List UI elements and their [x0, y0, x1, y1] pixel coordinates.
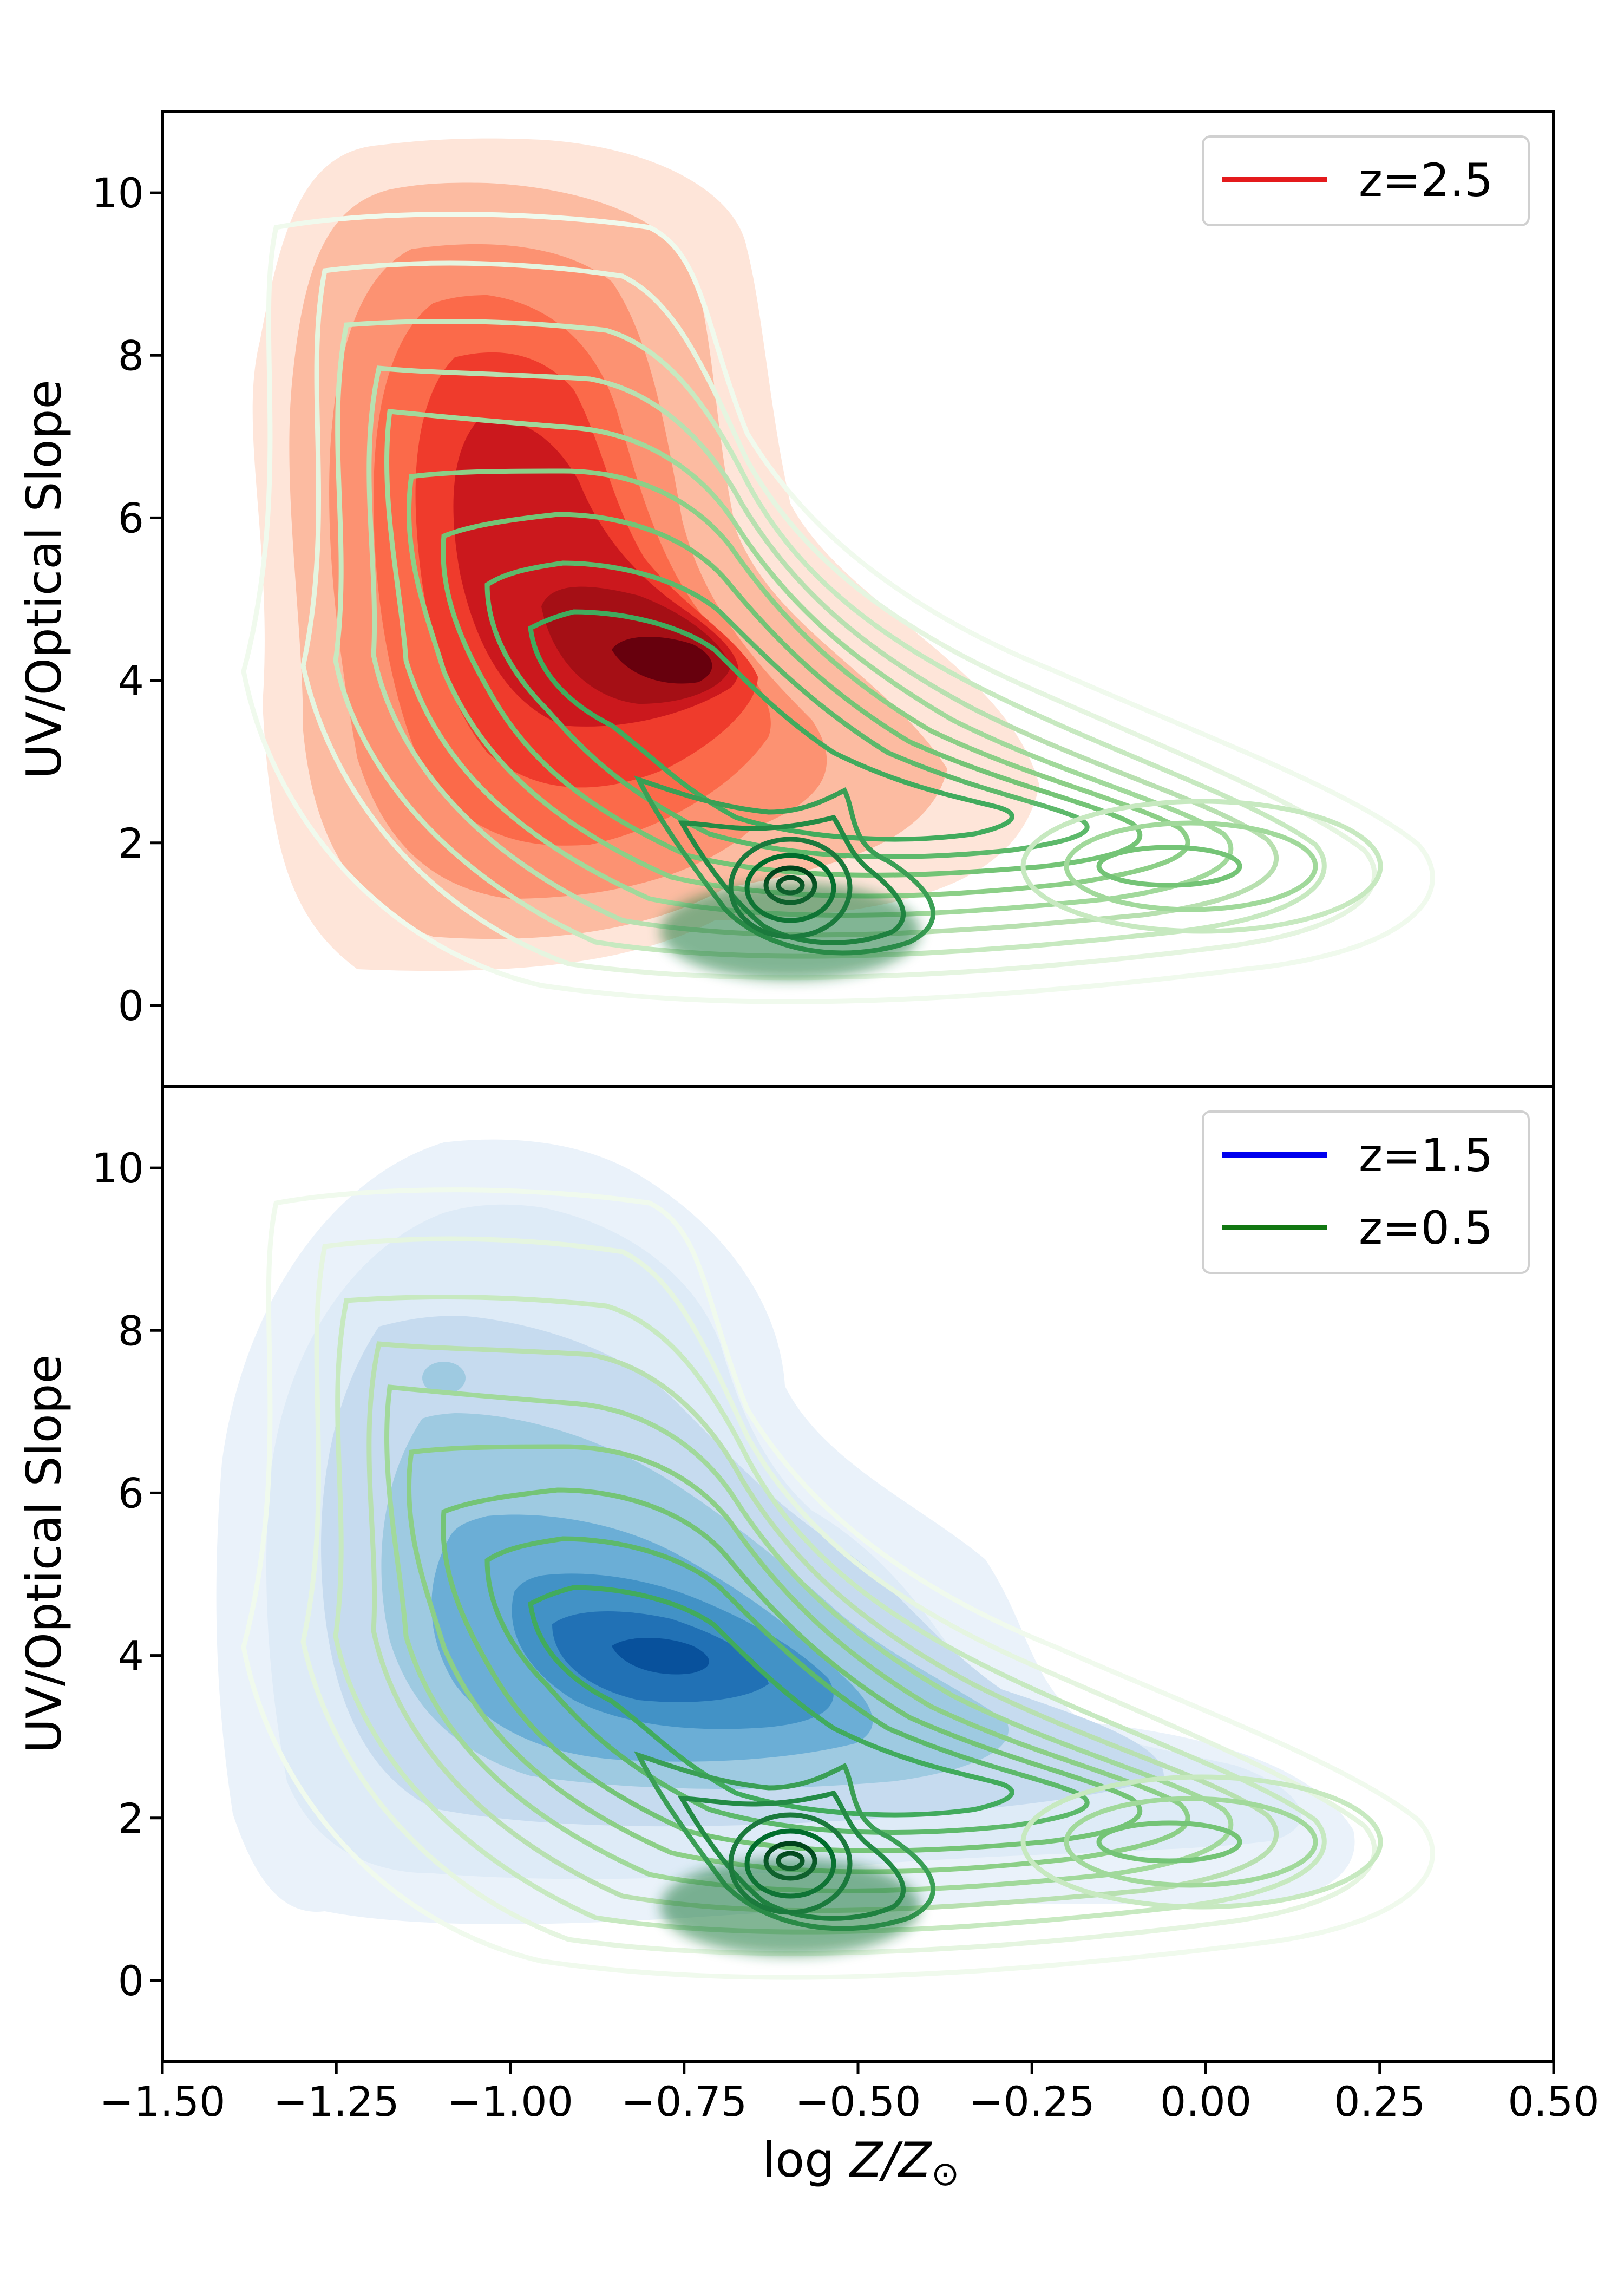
x-tick-label: −1.25 — [273, 2077, 400, 2126]
bottom-y-axis-label: UV/Optical Slope — [16, 1354, 72, 1753]
top-y-ticks: 0 2 4 6 8 10 — [91, 169, 162, 1030]
x-axis-label: log Z/Z⊙ — [762, 2132, 959, 2193]
top-green-base-density — [660, 883, 920, 980]
x-axis-label-math: Z/Z — [849, 2132, 932, 2188]
bottom-green-base-density — [660, 1858, 920, 1956]
x-tick-label: −0.50 — [795, 2077, 921, 2126]
x-tick-label: 0.50 — [1508, 2077, 1599, 2126]
top-y-tick-label: 2 — [118, 819, 144, 867]
x-axis-label-sun-symbol: ⊙ — [931, 2154, 959, 2193]
x-tick-label: −0.25 — [969, 2077, 1095, 2126]
x-tick-label: 0.00 — [1160, 2077, 1252, 2126]
bottom-y-ticks: 0 2 4 6 8 10 — [91, 1144, 162, 2005]
top-y-tick-label: 4 — [118, 657, 144, 705]
bottom-green-contours — [241, 1187, 1435, 1980]
x-tick-label: −1.00 — [447, 2077, 573, 2126]
bottom-y-tick-label: 4 — [118, 1632, 144, 1680]
x-tick-label: 0.25 — [1334, 2077, 1425, 2126]
x-ticks: −1.50 −1.25 −1.00 −0.75 −0.50 −0.25 0.00 0.25 0.… — [100, 2062, 1600, 2126]
bottom-y-tick-label: 6 — [118, 1469, 144, 1517]
legend-label-z1.5: z=1.5 — [1359, 1129, 1493, 1182]
top-y-tick-label: 8 — [118, 331, 144, 380]
top-y-tick-label: 10 — [91, 169, 144, 217]
bottom-legend-box — [1202, 1110, 1530, 1274]
bottom-density-plot — [216, 1139, 1435, 1980]
x-tick-label: −1.50 — [100, 2077, 226, 2126]
bottom-y-tick-label: 8 — [118, 1306, 144, 1355]
top-green-contours — [241, 212, 1435, 1004]
bottom-panel: 0 2 4 6 8 10 UV/Optical Slope z=1.5 z=0.5 — [16, 1085, 1555, 2063]
top-density-plot — [241, 138, 1435, 1004]
x-tick-label: −0.75 — [621, 2077, 747, 2126]
top-legend: z=2.5 — [1202, 135, 1530, 226]
legend-label-z2.5: z=2.5 — [1359, 154, 1493, 207]
top-y-tick-label: 6 — [118, 494, 144, 542]
x-axis-label-prefix: log — [762, 2132, 850, 2188]
top-legend-box — [1202, 135, 1530, 226]
legend-label-z0.5: z=0.5 — [1359, 1201, 1493, 1254]
top-y-tick-label: 0 — [118, 982, 144, 1030]
top-filled-density — [252, 138, 1040, 971]
bottom-y-tick-label: 0 — [118, 1957, 144, 2005]
bottom-y-tick-label: 10 — [91, 1144, 144, 1192]
top-y-axis-label: UV/Optical Slope — [16, 380, 72, 779]
bottom-y-tick-label: 2 — [118, 1794, 144, 1842]
bottom-legend: z=1.5 z=0.5 — [1202, 1110, 1530, 1274]
top-panel: 0 2 4 6 8 10 UV/Optical Slope z=2.5 — [16, 110, 1555, 1088]
